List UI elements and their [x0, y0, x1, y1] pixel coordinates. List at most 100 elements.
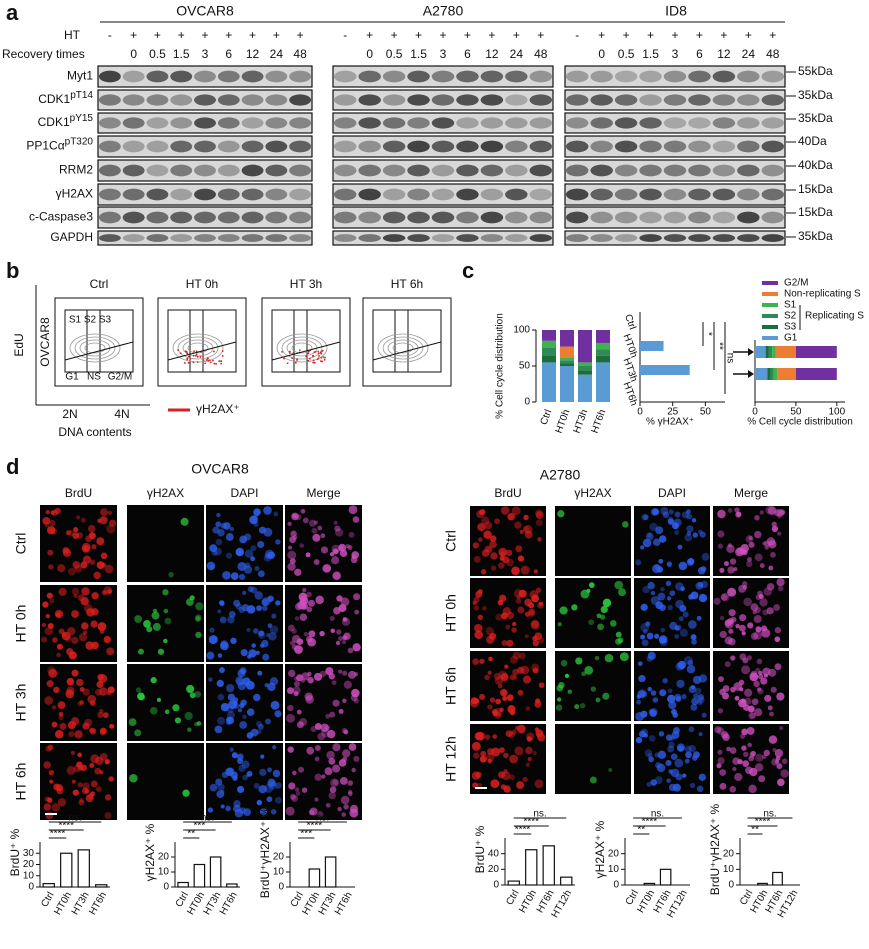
band — [505, 234, 528, 242]
cell — [214, 547, 222, 556]
band — [761, 188, 785, 201]
cell — [674, 693, 681, 701]
cell — [229, 526, 235, 532]
band — [431, 188, 455, 201]
cell — [477, 614, 484, 621]
y-tick-label: 100 — [513, 325, 530, 336]
recovery-time: 48 — [766, 47, 780, 61]
cell — [335, 640, 341, 646]
cell — [295, 791, 301, 796]
cell — [714, 726, 722, 734]
cell — [729, 747, 737, 754]
cell — [768, 668, 777, 677]
sig-label: **** — [642, 817, 658, 828]
cell — [635, 711, 645, 721]
cell — [525, 746, 533, 755]
cell — [216, 679, 224, 688]
x-tick-label: 0 — [752, 407, 758, 418]
cell — [764, 694, 772, 702]
cell-line-title: A2780 — [423, 3, 464, 19]
cell — [352, 516, 360, 523]
cell — [515, 598, 522, 604]
bar-segment — [542, 348, 556, 356]
cell — [667, 518, 675, 525]
cell — [239, 702, 245, 709]
band — [505, 188, 528, 201]
cell — [100, 508, 108, 516]
cell — [754, 515, 760, 521]
band — [663, 164, 687, 177]
cell — [531, 663, 540, 672]
cell — [263, 527, 273, 537]
band — [217, 211, 240, 224]
cell — [47, 622, 54, 630]
cell — [754, 763, 764, 772]
band — [170, 70, 193, 83]
band — [480, 164, 504, 177]
cell — [761, 625, 768, 632]
cell — [647, 651, 656, 660]
cell — [82, 782, 90, 790]
cell — [742, 657, 749, 664]
band — [122, 234, 145, 242]
band — [241, 94, 264, 106]
legend-label: S3 — [784, 322, 797, 333]
cell — [672, 783, 681, 792]
protein-name: γH2AX — [56, 187, 93, 201]
bar-segment — [596, 349, 610, 356]
cell — [650, 779, 657, 786]
cell — [701, 552, 710, 561]
cell — [270, 700, 280, 710]
cell — [597, 623, 604, 631]
cell — [644, 749, 653, 757]
cell — [473, 596, 480, 603]
cell — [647, 686, 652, 692]
bar-segment — [560, 363, 574, 366]
cell — [493, 672, 501, 680]
y-tick-label: HT0h — [621, 333, 640, 360]
cell — [650, 690, 657, 696]
band — [761, 117, 785, 129]
band — [265, 140, 288, 153]
cell — [674, 634, 680, 639]
band — [407, 188, 430, 201]
cell — [300, 678, 306, 683]
cell — [99, 727, 107, 735]
cell — [236, 785, 245, 794]
band — [639, 70, 662, 83]
cell — [43, 761, 51, 769]
cell — [719, 782, 727, 790]
band — [431, 94, 455, 106]
cell — [246, 627, 251, 633]
gate-label: S1 — [69, 315, 82, 326]
band — [241, 211, 264, 224]
cell — [748, 712, 756, 720]
cell — [90, 780, 98, 788]
band — [614, 70, 638, 83]
cell — [294, 787, 300, 792]
cell — [287, 746, 294, 753]
band — [712, 70, 736, 83]
x-tick-label: HT3h — [572, 408, 591, 435]
cell — [517, 689, 524, 696]
band — [688, 188, 711, 201]
cell — [727, 543, 732, 548]
x-tick-label: 100 — [828, 407, 845, 418]
cell — [164, 709, 170, 715]
cell — [322, 564, 332, 573]
cell — [296, 721, 304, 729]
cell — [666, 596, 672, 601]
cell — [341, 727, 348, 734]
cell — [296, 709, 302, 715]
band — [170, 117, 193, 129]
x-tick-label: 0 — [637, 407, 643, 418]
cell — [306, 591, 312, 598]
cell — [253, 513, 259, 519]
cell — [762, 609, 769, 616]
axis-label: BrdU⁺γH2AX⁺ % — [258, 806, 272, 898]
cell — [340, 597, 350, 607]
cell — [638, 730, 646, 738]
cell — [688, 558, 694, 564]
cell — [529, 590, 539, 599]
legend-swatch — [762, 303, 778, 307]
